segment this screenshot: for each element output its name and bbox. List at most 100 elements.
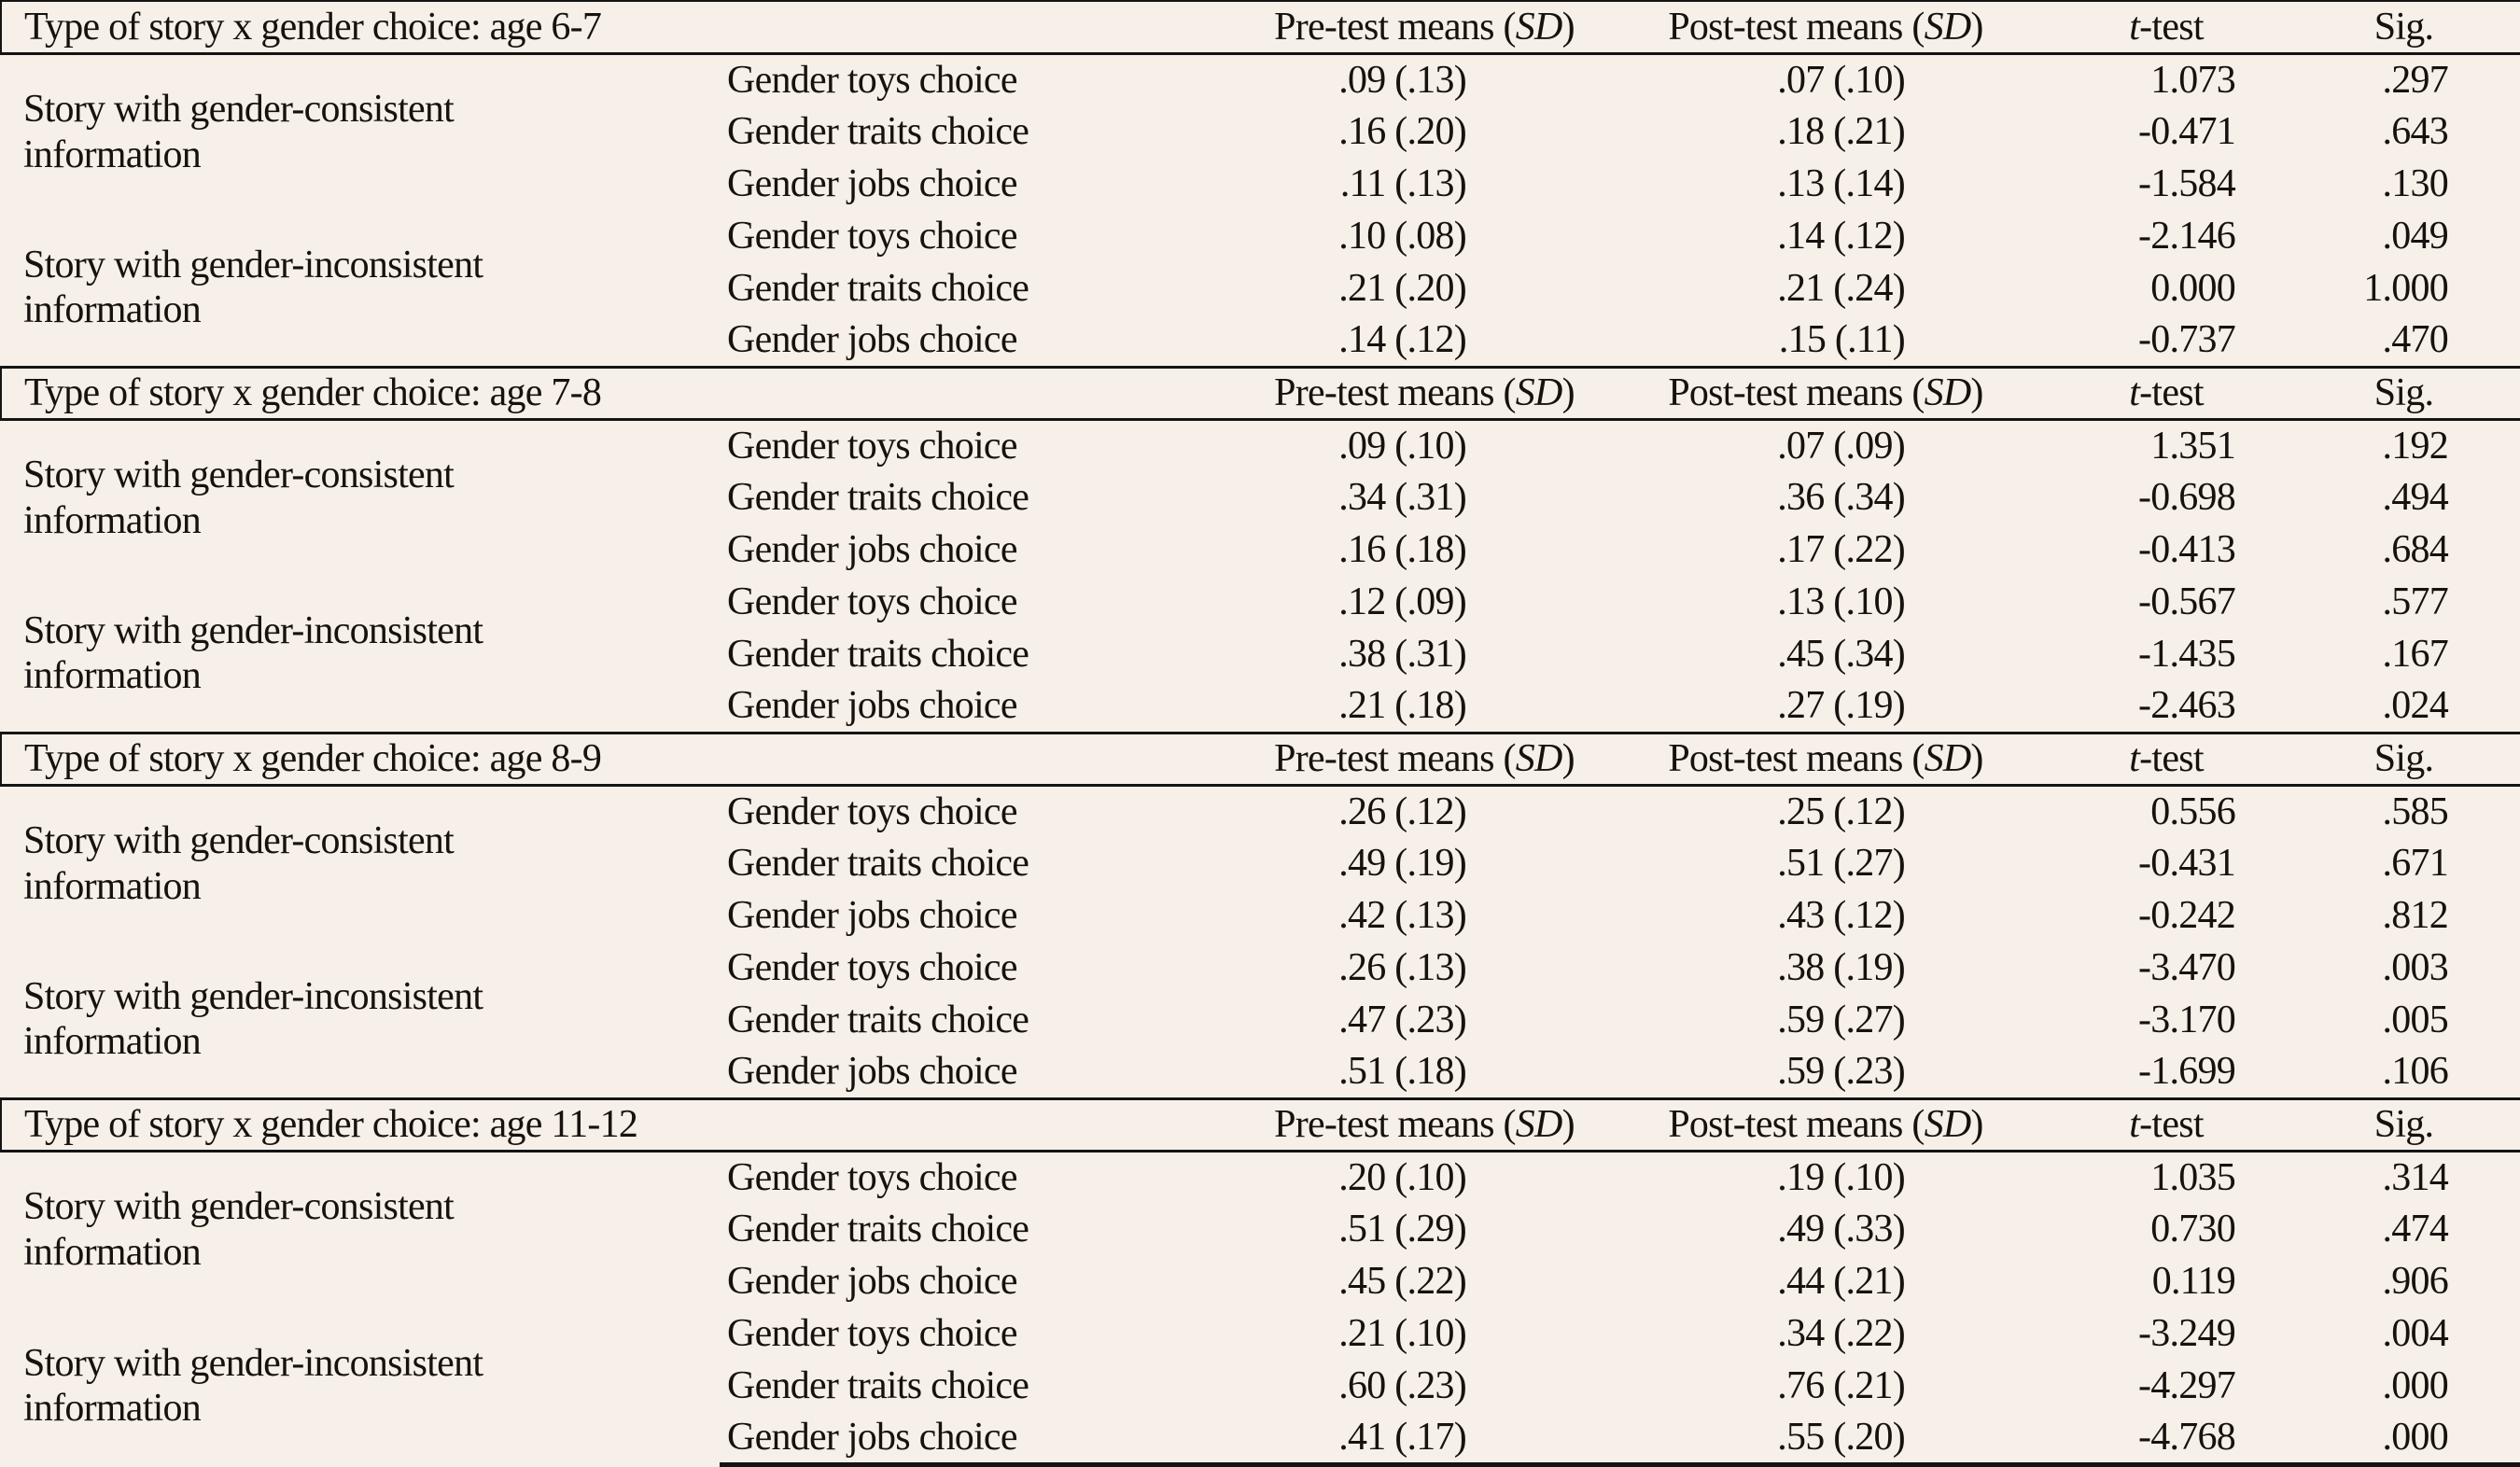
table-row: Gender traits choice .51 (.29) .49 (.33)… — [1, 1203, 2520, 1255]
posttest-value: .34 (.22) — [1777, 1312, 1905, 1355]
sig-value: 1.000 — [2363, 267, 2449, 310]
pretest-value: .42 (.13) — [1338, 894, 1466, 937]
pretest-value: .51 (.18) — [1338, 1050, 1466, 1094]
sig-value: .470 — [2382, 318, 2449, 362]
section-title: Type of story x gender choice: age 6-7 — [0, 0, 1242, 55]
posttest-value: .38 (.19) — [1777, 946, 1905, 989]
sd-label: SD — [1924, 1103, 1972, 1146]
story-type-label: Story with gender-inconsistent informati… — [23, 243, 483, 332]
ttest-value: 0.000 — [2150, 267, 2236, 310]
sd-label: SD — [1924, 5, 1972, 49]
table-row: Story with gender-inconsistent informati… — [1, 1307, 2520, 1430]
sig-value: .130 — [2382, 162, 2449, 205]
col-header-ttest: t-test — [2045, 365, 2288, 421]
table-row: Story with gender-consistent information… — [1, 419, 2520, 542]
pretest-value: .10 (.08) — [1338, 215, 1466, 258]
open-paren: ( — [1902, 371, 1925, 414]
table-row: Story with gender-consistent information… — [1, 53, 2520, 176]
close-paren: ) — [1561, 5, 1575, 49]
table-row: Gender traits choice .34 (.31) .36 (.34)… — [1, 471, 2520, 524]
sd-label: SD — [1515, 1103, 1563, 1146]
table-row: Gender traits choice .16 (.20) .18 (.21)… — [1, 105, 2520, 158]
ttest-value: -1.699 — [2138, 1050, 2236, 1094]
ttest-value: -0.431 — [2138, 842, 2236, 885]
ttest-value: -1.584 — [2138, 162, 2236, 205]
pretest-value: .49 (.19) — [1338, 842, 1466, 885]
table-row: Story with gender-inconsistent informati… — [1, 576, 2520, 697]
sd-label: SD — [1515, 5, 1563, 49]
pretest-value: .09 (.13) — [1338, 58, 1466, 102]
posttest-header-label: Post-test means — [1668, 737, 1903, 780]
posttest-header-label: Post-test means — [1668, 1103, 1903, 1146]
ttest-value: -4.768 — [2045, 1412, 2288, 1467]
sig-value: .474 — [2382, 1208, 2449, 1250]
sig-value: .906 — [2382, 1260, 2449, 1303]
t-rest: -test — [2139, 1103, 2204, 1146]
table-row: Gender traits choice .47 (.23) .59 (.27)… — [1, 994, 2520, 1046]
ttest-value: -4.297 — [2138, 1364, 2236, 1407]
choice-label: Gender traits choice — [727, 633, 1029, 676]
ttest-value: -3.170 — [2138, 999, 2236, 1041]
sig-value: .671 — [2382, 842, 2449, 885]
col-header-ttest: t-test — [2045, 1097, 2288, 1153]
story-type-cell: Story with gender-inconsistent informati… — [1, 1307, 720, 1464]
ttest-value: -0.471 — [2138, 110, 2236, 153]
pretest-header-label: Pre-test means — [1274, 371, 1494, 414]
ttest-value: 0.730 — [2150, 1208, 2236, 1250]
story-type-cell: Story with gender-consistent information — [1, 53, 720, 210]
story-type-cell: Story with gender-inconsistent informati… — [1, 942, 720, 1098]
close-paren: ) — [1970, 5, 1983, 49]
sig-value: .000 — [2288, 1412, 2520, 1467]
ttest-value: -0.242 — [2138, 894, 2236, 937]
t-rest: -test — [2139, 371, 2204, 414]
table-row: Gender jobs choice .14 (.12) .15 (.11) -… — [1, 314, 2520, 367]
choice-label: Gender jobs choice — [727, 1050, 1017, 1094]
pretest-value: .60 (.23) — [1338, 1364, 1466, 1407]
sig-value: .167 — [2382, 633, 2449, 676]
sig-value: .005 — [2382, 999, 2449, 1041]
section-title: Type of story x gender choice: age 8-9 — [0, 731, 1242, 787]
col-header-posttest: Post-test means (SD) — [1606, 1097, 2045, 1153]
pretest-value: .45 (.22) — [1338, 1260, 1466, 1303]
col-header-pretest: Pre-test means (SD) — [1242, 365, 1606, 421]
choice-label: Gender jobs choice — [727, 318, 1017, 362]
pretest-header-label: Pre-test means — [1274, 5, 1494, 49]
sig-value: .000 — [2382, 1364, 2449, 1407]
close-paren: ) — [1970, 1103, 1983, 1146]
col-header-pretest: Pre-test means (SD) — [1242, 0, 1606, 55]
posttest-header-label: Post-test means — [1668, 371, 1903, 414]
sig-value: .106 — [2382, 1050, 2449, 1094]
table-row: Gender jobs choice .41 (.17) .55 (.20) -… — [1, 1412, 2520, 1467]
posttest-value: .51 (.27) — [1777, 842, 1905, 885]
pretest-value: .21 (.10) — [1338, 1312, 1466, 1355]
pretest-value: .21 (.20) — [1338, 267, 1466, 310]
section-header-row: Type of story x gender choice: age 6-7 P… — [0, 0, 2520, 55]
close-paren: ) — [1561, 371, 1575, 414]
sig-value: .585 — [2382, 789, 2449, 833]
col-header-sig: Sig. — [2288, 731, 2520, 787]
sd-label: SD — [1924, 737, 1972, 780]
table-row: Gender jobs choice .21 (.18) .27 (.19) -… — [1, 680, 2520, 733]
pretest-value: .21 (.18) — [1338, 684, 1466, 728]
posttest-value: .07 (.09) — [1777, 424, 1905, 468]
col-header-pretest: Pre-test means (SD) — [1242, 731, 1606, 787]
story-type-label: Story with gender-consistent information — [23, 454, 455, 542]
table-row: Story with gender-inconsistent informati… — [1, 942, 2520, 1063]
t-italic: t — [2129, 371, 2140, 414]
ttest-value: -0.737 — [2138, 318, 2236, 362]
choice-label: Gender traits choice — [727, 1208, 1029, 1250]
choice-label: Gender jobs choice — [727, 528, 1017, 571]
col-header-pretest: Pre-test means (SD) — [1242, 1097, 1606, 1153]
sd-label: SD — [1924, 371, 1972, 414]
story-type-cell: Story with gender-consistent information — [1, 419, 720, 576]
choice-label: Gender traits choice — [727, 267, 1029, 310]
posttest-value: .43 (.12) — [1777, 894, 1905, 937]
close-paren: ) — [1970, 737, 1983, 780]
section-title: Type of story x gender choice: age 11-12 — [0, 1097, 1242, 1153]
table-row: Gender traits choice .38 (.31) .45 (.34)… — [1, 628, 2520, 680]
table-row: Gender jobs choice .42 (.13) .43 (.12) -… — [1, 889, 2520, 942]
posttest-value: .13 (.10) — [1777, 580, 1905, 623]
table-section: Type of story x gender choice: age 8-9 P… — [0, 731, 2520, 1098]
choice-label: Gender toys choice — [727, 789, 1017, 833]
open-paren: ( — [1902, 737, 1925, 780]
